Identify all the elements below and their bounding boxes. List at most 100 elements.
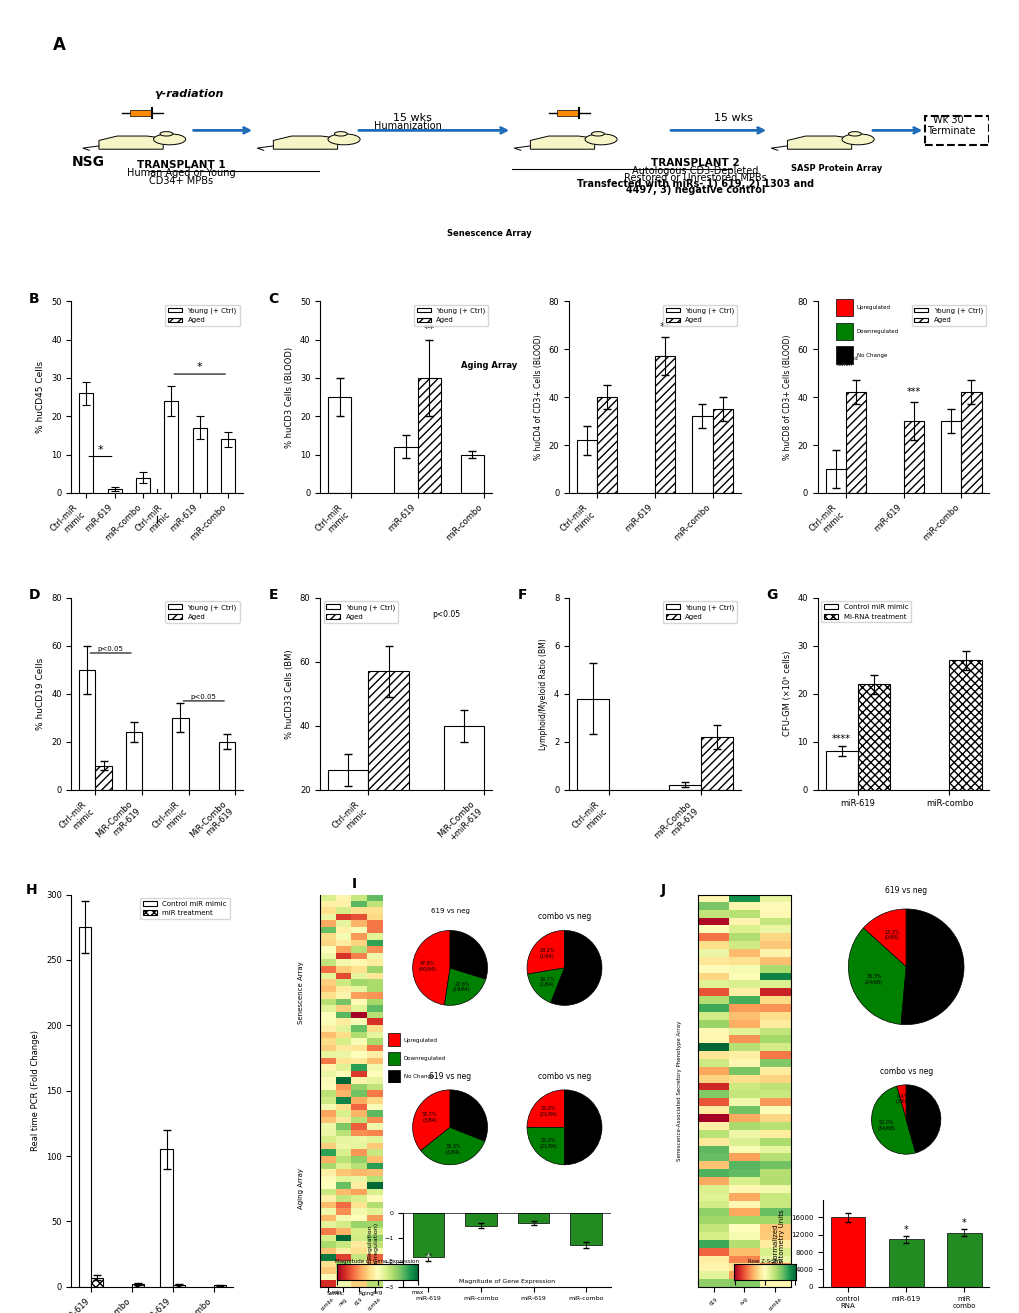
Circle shape (842, 134, 873, 144)
Wedge shape (527, 931, 564, 974)
Text: ***: *** (906, 386, 920, 397)
Wedge shape (444, 968, 485, 1006)
Circle shape (154, 134, 185, 144)
Bar (949, 660, 980, 789)
Text: I: I (351, 877, 356, 890)
Wedge shape (413, 931, 449, 1004)
Circle shape (334, 131, 346, 137)
Y-axis label: % huCD33 Cells (BM): % huCD33 Cells (BM) (285, 649, 294, 738)
Bar (518, 1213, 549, 1224)
Text: 45.6%
(31/68): 45.6% (31/68) (917, 1111, 934, 1123)
Text: B: B (29, 291, 39, 306)
Text: Autologous CD3-Depleted: Autologous CD3-Depleted (632, 167, 758, 176)
Y-axis label: % huCD4 of CD3+ Cells (BLOOD): % huCD4 of CD3+ Cells (BLOOD) (534, 335, 542, 460)
Text: p<0.05: p<0.05 (98, 646, 123, 651)
Y-axis label: Real time PCR (Fold Change): Real time PCR (Fold Change) (32, 1031, 40, 1152)
Bar (328, 771, 368, 853)
Text: 4.4%
(3/68): 4.4% (3/68) (895, 1094, 910, 1104)
Text: **: ** (423, 324, 434, 334)
Bar (328, 397, 351, 492)
Bar (443, 726, 484, 853)
Text: 16.7%
(1/64): 16.7% (1/64) (539, 977, 554, 987)
Legend: Control miR mimic, Mi-RNA treatment: Control miR mimic, Mi-RNA treatment (820, 601, 910, 622)
Circle shape (591, 131, 603, 137)
Wedge shape (870, 1086, 915, 1154)
Bar (79, 393, 94, 492)
Title: combo vs neg: combo vs neg (878, 1067, 932, 1077)
Y-axis label: % huCD45 Cells: % huCD45 Cells (37, 361, 46, 433)
Bar (219, 742, 235, 789)
Title: Magnitude of Gene Expression: Magnitude of Gene Expression (335, 1259, 419, 1264)
Legend: Young (+ Ctrl), Aged: Young (+ Ctrl), Aged (165, 601, 239, 622)
Bar (79, 670, 96, 789)
Y-axis label: Lymphoid/Myeloid Ratio (BM): Lymphoid/Myeloid Ratio (BM) (539, 638, 548, 750)
Y-axis label: Normalized
Densitometry Units: Normalized Densitometry Units (771, 1209, 785, 1278)
Wedge shape (848, 928, 905, 1024)
Legend: Young (+ Ctrl), Aged: Young (+ Ctrl), Aged (911, 305, 985, 326)
Bar (387, 1070, 399, 1083)
Text: 15 wks: 15 wks (713, 113, 752, 123)
Text: 51.4%
(51/68): 51.4% (51/68) (931, 962, 949, 974)
Text: CD34+ MPBs: CD34+ MPBs (150, 176, 213, 185)
Bar (130, 110, 152, 116)
Bar (387, 1033, 399, 1046)
Text: *: * (197, 362, 203, 372)
Bar (461, 454, 484, 492)
Text: 33.3%
(3/84): 33.3% (3/84) (445, 1144, 461, 1155)
Bar (413, 1213, 444, 1258)
Text: *: * (426, 1253, 430, 1263)
Bar (576, 440, 596, 492)
Title: combo vs neg: combo vs neg (537, 913, 591, 922)
Title: combo vs neg: combo vs neg (537, 1071, 591, 1081)
Legend: Young (+ Ctrl), Aged: Young (+ Ctrl), Aged (414, 305, 488, 326)
Legend: Young (+ Ctrl), Aged: Young (+ Ctrl), Aged (662, 305, 737, 326)
Legend: Young (+ Ctrl), Aged: Young (+ Ctrl), Aged (323, 601, 397, 622)
Bar (654, 356, 675, 492)
Bar (667, 785, 700, 789)
Wedge shape (527, 1090, 564, 1128)
Text: No Change: No Change (856, 352, 887, 357)
Text: Senescence Array: Senescence Array (447, 230, 531, 239)
Text: 35.3%
(24/68): 35.3% (24/68) (864, 974, 882, 985)
Circle shape (585, 134, 616, 144)
Text: Transfected with miRs- 1) 619, 2) 1303 and: Transfected with miRs- 1) 619, 2) 1303 a… (577, 179, 813, 189)
Bar (857, 684, 889, 789)
Text: 1.5 Fold
Cutoff: 1.5 Fold Cutoff (836, 356, 857, 368)
Text: 31.0%
(26/84): 31.0% (26/84) (460, 1109, 477, 1120)
Bar (91, 1278, 103, 1287)
Bar (824, 469, 845, 492)
Legend: Young (+ Ctrl), Aged: Young (+ Ctrl), Aged (662, 601, 737, 622)
Bar (78, 927, 91, 1287)
Text: J: J (660, 882, 665, 897)
Text: 57.1%
(4/64): 57.1% (4/64) (578, 966, 594, 977)
Y-axis label: % huCD3 Cells (BLOOD): % huCD3 Cells (BLOOD) (285, 347, 294, 448)
Text: No Change: No Change (404, 1074, 434, 1079)
Text: Upregulated: Upregulated (404, 1037, 437, 1043)
Circle shape (160, 131, 172, 137)
Text: Downregulated: Downregulated (856, 328, 898, 334)
Bar (712, 410, 732, 492)
Text: *: * (98, 445, 103, 454)
Text: Humanization: Humanization (374, 121, 442, 131)
Y-axis label: % huCD19 Cells: % huCD19 Cells (37, 658, 46, 730)
Wedge shape (550, 931, 601, 1006)
Title: 619 vs neg: 619 vs neg (884, 885, 926, 894)
Text: 28.2%
(1/64): 28.2% (1/64) (539, 948, 554, 958)
Text: Human Aged or Young: Human Aged or Young (127, 168, 235, 177)
Wedge shape (900, 909, 963, 1024)
Text: ****: **** (832, 734, 850, 743)
Bar (221, 440, 235, 492)
Wedge shape (421, 1128, 484, 1165)
Text: 22.6%
(19/64): 22.6% (19/64) (452, 982, 471, 993)
Text: Magnitude of Gene Expression: Magnitude of Gene Expression (459, 1279, 554, 1284)
Text: 50.0%
(42/84): 50.0% (42/84) (578, 1121, 595, 1133)
Bar (829, 1217, 864, 1287)
Text: Upregulated: Upregulated (856, 305, 890, 310)
Bar (700, 737, 732, 789)
Bar (96, 765, 112, 789)
Wedge shape (862, 909, 905, 966)
Wedge shape (564, 1090, 601, 1165)
Legend: Young (+ Ctrl), Aged: Young (+ Ctrl), Aged (165, 305, 239, 326)
Bar (368, 671, 409, 853)
Bar (941, 421, 961, 492)
